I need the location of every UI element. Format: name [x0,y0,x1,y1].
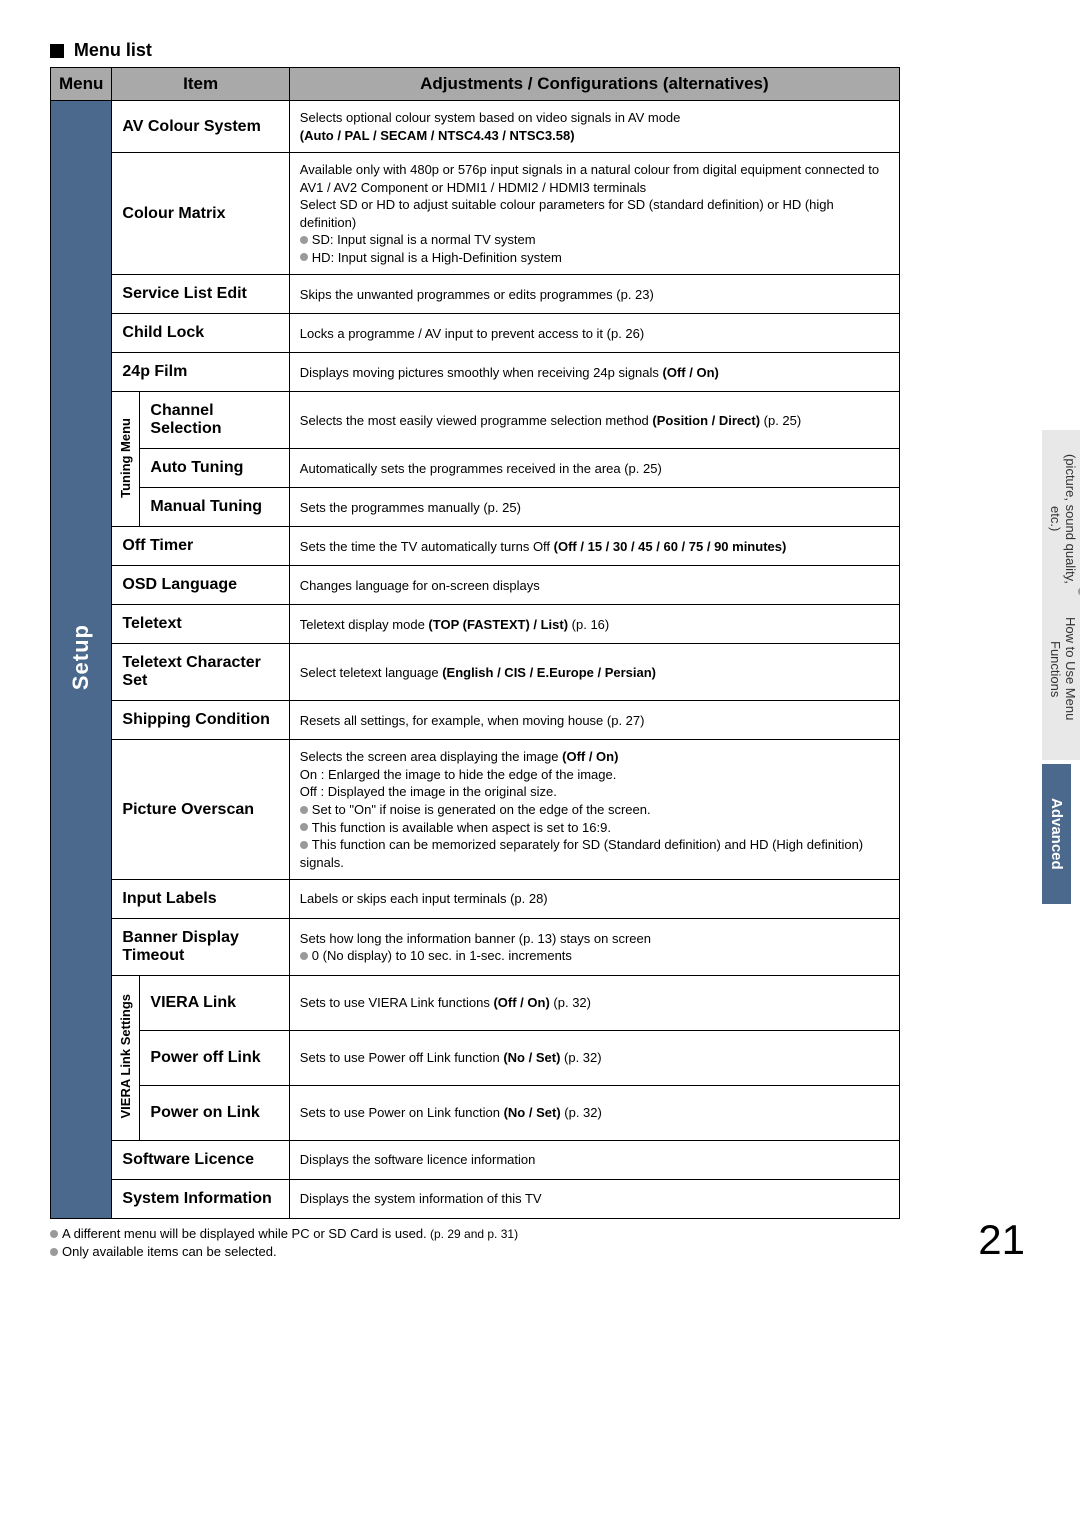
table-row: Off Timer Sets the time the TV automatic… [51,527,900,566]
table-row: Teletext Teletext display mode (TOP (FAS… [51,605,900,644]
table-row: Input Labels Labels or skips each input … [51,880,900,919]
item-cell: Input Labels [112,880,289,919]
item-cell: OSD Language [112,566,289,605]
item-cell: Banner Display Timeout [112,919,289,976]
item-cell: Teletext Character Set [112,644,289,701]
desc-cell: Sets the programmes manually (p. 25) [289,488,899,527]
table-row: Picture Overscan Selects the screen area… [51,740,900,880]
desc-cell: Available only with 480p or 576p input s… [289,153,899,275]
col-item: Item [112,68,289,101]
item-cell: Teletext [112,605,289,644]
group-viera-label: VIERA Link Settings [118,994,133,1118]
item-cell: Shipping Condition [112,701,289,740]
table-row: Auto Tuning Automatically sets the progr… [51,449,900,488]
desc-cell: Selects optional colour system based on … [289,101,899,153]
square-icon [50,44,64,58]
desc-cell: Resets all settings, for example, when m… [289,701,899,740]
side-tab-howto: (picture, sound quality, etc.) How to Us… [1042,430,1080,760]
desc-cell: Sets to use Power on Link function (No /… [289,1086,899,1141]
desc-cell: Changes language for on-screen displays [289,566,899,605]
desc-cell: Sets to use Power off Link function (No … [289,1031,899,1086]
item-cell: Auto Tuning [140,449,289,488]
item-cell: VIERA Link [140,976,289,1031]
col-menu: Menu [51,68,112,101]
side-tab-text-b: (picture, sound quality, etc.) [1048,446,1078,592]
menu-setup-label: Setup [68,624,94,690]
table-row: Power off Link Sets to use Power off Lin… [51,1031,900,1086]
side-tab-text-a: How to Use Menu Functions [1048,594,1078,744]
table-header-row: Menu Item Adjustments / Configurations (… [51,68,900,101]
table-row: System Information Displays the system i… [51,1180,900,1219]
menu-table: Menu Item Adjustments / Configurations (… [50,67,900,1219]
item-cell: Software Licence [112,1141,289,1180]
group-tuning-label: Tuning Menu [118,418,133,498]
table-row: Setup AV Colour System Selects optional … [51,101,900,153]
menu-setup-cell: Setup [51,101,112,1219]
table-row: VIERA Link Settings VIERA Link Sets to u… [51,976,900,1031]
table-row: 24p Film Displays moving pictures smooth… [51,353,900,392]
item-cell: Manual Tuning [140,488,289,527]
desc-cell: Locks a programme / AV input to prevent … [289,314,899,353]
side-tab-advanced-text: Advanced [1048,798,1065,870]
desc-cell: Skips the unwanted programmes or edits p… [289,275,899,314]
group-tuning-cell: Tuning Menu [112,392,140,527]
desc-cell: Sets the time the TV automatically turns… [289,527,899,566]
table-row: Child Lock Locks a programme / AV input … [51,314,900,353]
page-number: 21 [978,1216,1025,1264]
item-cell: Service List Edit [112,275,289,314]
item-cell: Child Lock [112,314,289,353]
table-row: Colour Matrix Available only with 480p o… [51,153,900,275]
table-row: Tuning Menu Channel Selection Selects th… [51,392,900,449]
bullet-icon [50,1230,58,1238]
desc-cell: Teletext display mode (TOP (FASTEXT) / L… [289,605,899,644]
item-cell: Off Timer [112,527,289,566]
table-row: OSD Language Changes language for on-scr… [51,566,900,605]
desc-cell: Sets to use VIERA Link functions (Off / … [289,976,899,1031]
item-cell: System Information [112,1180,289,1219]
side-tab-advanced: Advanced [1042,764,1071,904]
table-row: Service List Edit Skips the unwanted pro… [51,275,900,314]
table-row: Banner Display Timeout Sets how long the… [51,919,900,976]
desc-cell: Select teletext language (English / CIS … [289,644,899,701]
desc-cell: Sets how long the information banner (p.… [289,919,899,976]
desc-cell: Labels or skips each input terminals (p.… [289,880,899,919]
footnote-block: A different menu will be displayed while… [50,1225,900,1261]
item-cell: AV Colour System [112,101,289,153]
item-cell: 24p Film [112,353,289,392]
item-cell: Power on Link [140,1086,289,1141]
desc-cell: Displays the software licence informatio… [289,1141,899,1180]
title-text: Menu list [74,40,152,60]
item-cell: Colour Matrix [112,153,289,275]
table-row: Shipping Condition Resets all settings, … [51,701,900,740]
table-row: Teletext Character Set Select teletext l… [51,644,900,701]
table-row: Software Licence Displays the software l… [51,1141,900,1180]
section-title: Menu list [50,40,1030,61]
desc-cell: Selects the screen area displaying the i… [289,740,899,880]
bullet-icon [50,1248,58,1256]
desc-cell: Selects the most easily viewed programme… [289,392,899,449]
col-adj: Adjustments / Configurations (alternativ… [289,68,899,101]
footnote-2: Only available items can be selected. [62,1244,277,1259]
desc-cell: Automatically sets the programmes receiv… [289,449,899,488]
desc-cell: Displays moving pictures smoothly when r… [289,353,899,392]
table-row: Manual Tuning Sets the programmes manual… [51,488,900,527]
item-cell: Picture Overscan [112,740,289,880]
footnote-1: A different menu will be displayed while… [62,1226,427,1241]
group-viera-cell: VIERA Link Settings [112,976,140,1141]
item-cell: Power off Link [140,1031,289,1086]
side-tabs: (picture, sound quality, etc.) How to Us… [1042,430,1080,908]
footnote-1-small: (p. 29 and p. 31) [427,1227,518,1241]
item-cell: Channel Selection [140,392,289,449]
desc-cell: Displays the system information of this … [289,1180,899,1219]
table-row: Power on Link Sets to use Power on Link … [51,1086,900,1141]
